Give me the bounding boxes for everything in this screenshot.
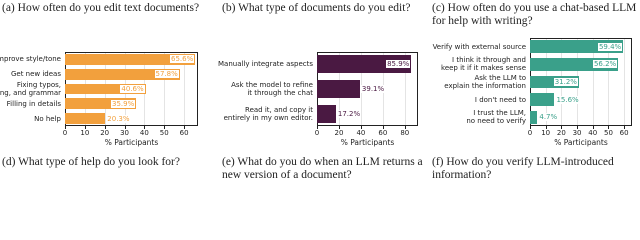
tick-mark (530, 126, 531, 129)
x-tick-label: 40 (356, 129, 366, 137)
grid-line (404, 52, 406, 126)
category-label: No help (34, 114, 61, 123)
tick-mark (577, 126, 578, 129)
category-label: Filling in details (6, 99, 61, 108)
x-tick-label: 50 (603, 129, 613, 137)
x-tick-label: 0 (314, 129, 320, 137)
value-label: 31.2% (553, 78, 578, 86)
bar (530, 93, 555, 106)
caption: (b) What type of documents do you edit? (222, 2, 411, 14)
category-label: Fixing typos, spelling, and grammar (0, 81, 61, 97)
tick-mark (608, 126, 610, 129)
value-label: 59.4% (597, 42, 623, 51)
caption: (f) How do you verify LLM-introduced inf… (432, 156, 614, 181)
category-label: Ask the LLM to explain the information (444, 74, 526, 90)
tick-mark (360, 126, 362, 129)
tick-mark (65, 126, 66, 129)
x-tick-label: 30 (572, 129, 582, 137)
x-tick-label: 10 (80, 129, 90, 137)
grid-line (592, 38, 594, 126)
x-tick-label: 30 (120, 129, 130, 137)
x-tick-label: 20 (334, 129, 344, 137)
value-label: 85.9% (386, 60, 411, 69)
x-tick-label: 60 (378, 129, 388, 137)
category-label: Read it, and copy it entirely in my own … (223, 105, 313, 122)
grid-line (164, 52, 165, 126)
category-label: Verify with external source (432, 42, 526, 51)
x-tick-label: 10 (541, 129, 551, 137)
tick-mark (317, 126, 318, 129)
caption: (e) What do you do when an LLM returns a… (222, 156, 423, 181)
value-label: 57.8% (154, 70, 179, 79)
x-tick-label: 40 (588, 129, 598, 137)
bar (65, 98, 137, 110)
x-tick-label: 60 (179, 129, 189, 137)
category-label: I trust the LLM, no need to verify (466, 109, 526, 126)
tick-mark (84, 126, 86, 129)
tick-mark (104, 126, 106, 129)
value-label: 4.7% (538, 113, 559, 122)
category-label: Manually integrate aspects (218, 60, 313, 69)
tick-mark (144, 126, 146, 129)
tick-mark (624, 126, 625, 129)
bar (65, 54, 196, 65)
x-tick-label: 0 (527, 129, 533, 137)
grid-line (184, 52, 185, 126)
x-axis-title: % Participants (104, 138, 159, 147)
value-label: 15.6% (555, 95, 580, 104)
value-label: 20.3% (106, 114, 131, 123)
tick-mark (404, 126, 406, 129)
value-label: 35.9% (111, 99, 136, 108)
value-label: 65.6% (169, 55, 195, 64)
value-label: 39.1% (360, 85, 386, 93)
x-tick-label: 0 (62, 129, 68, 137)
bar (530, 110, 538, 124)
caption: (a) How often do you edit text documents… (2, 2, 200, 14)
x-axis-title: % Participants (340, 138, 395, 147)
tick-mark (338, 126, 340, 129)
tick-mark (184, 126, 185, 129)
bar (317, 80, 360, 98)
tick-mark (592, 126, 594, 129)
tick-mark (561, 126, 563, 129)
category-label: Get new ideas (10, 70, 61, 79)
value-label: 56.2% (592, 60, 618, 69)
value-label: 40.6% (120, 85, 145, 93)
bar (317, 104, 336, 123)
x-axis-title: % Participants (554, 138, 608, 147)
x-tick-label: 80 (400, 129, 410, 137)
grid-line (608, 38, 610, 126)
x-tick-label: 20 (556, 129, 566, 137)
x-tick-label: 60 (619, 129, 629, 137)
figure: {"header_captions": ["(a) How often do y… (0, 2, 637, 181)
x-tick-label: 20 (100, 129, 110, 137)
tick-mark (124, 126, 126, 129)
category-label: Ask the model to refine it through the c… (231, 81, 313, 97)
bar (65, 113, 106, 124)
x-tick-label: 40 (139, 129, 149, 137)
value-label: 17.2% (336, 109, 362, 118)
bar (65, 68, 180, 80)
category-label: Improve style/tone (0, 55, 61, 64)
x-tick-label: 50 (159, 129, 169, 137)
tick-mark (164, 126, 166, 129)
bar (65, 83, 146, 95)
tick-mark (545, 126, 547, 129)
tick-mark (382, 126, 384, 129)
bar (317, 55, 412, 74)
category-label: I don't need to (474, 95, 526, 104)
grid-line (624, 38, 625, 126)
caption: (d) What type of help do you look for? (2, 156, 180, 168)
category-label: I think it through and keep it if it mak… (441, 56, 526, 73)
caption: (c) How often do you use a chat-based LL… (432, 2, 637, 27)
